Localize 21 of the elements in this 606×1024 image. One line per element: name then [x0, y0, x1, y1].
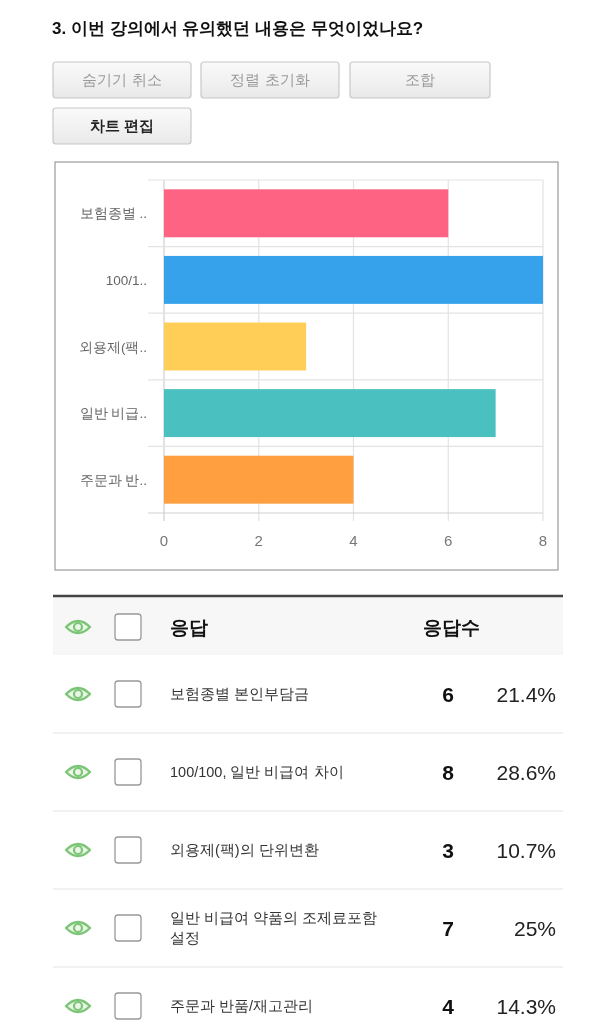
- button: 숨기기 취소: [52, 61, 192, 99]
- table: 응답 응답수 보험종별 본인부담금 6 21.4% 100/100, 일반 비급여 차이 8 28.6% 외용제(팩)의 단위변환 3 10.7% 일반 비급여 약품의 조제료포함 설정 7 25% 주문과 반품/재고관리 4 14.3%: [52, 594, 564, 1018]
- bar: [164, 189, 449, 238]
- y-tick-label: 주문과 반..: [79, 472, 147, 488]
- chart-title: 3. 이번 강의에서 유의했던 내용은 무엇이었나요?: [52, 19, 424, 38]
- y-tick-label: 보험종별 ..: [79, 206, 147, 222]
- y-tick-label: 100/1..: [105, 272, 147, 288]
- button: 조합: [349, 61, 491, 99]
- x-tick-label: 2: [254, 532, 263, 549]
- y-tick-label: 일반 비급..: [79, 406, 147, 422]
- x-tick-label: 8: [538, 532, 548, 549]
- bar: [164, 255, 543, 304]
- y-tick-label: 외용제(팩..: [79, 339, 147, 355]
- bar: [164, 322, 307, 371]
- button: 정렬 초기화: [200, 61, 340, 99]
- bar: [164, 455, 354, 504]
- x-tick-label: 0: [159, 532, 169, 549]
- x-tick-label: 6: [444, 532, 453, 549]
- button: 차트 편집: [52, 107, 192, 145]
- bar: [164, 389, 496, 438]
- x-tick-label: 4: [349, 532, 358, 549]
